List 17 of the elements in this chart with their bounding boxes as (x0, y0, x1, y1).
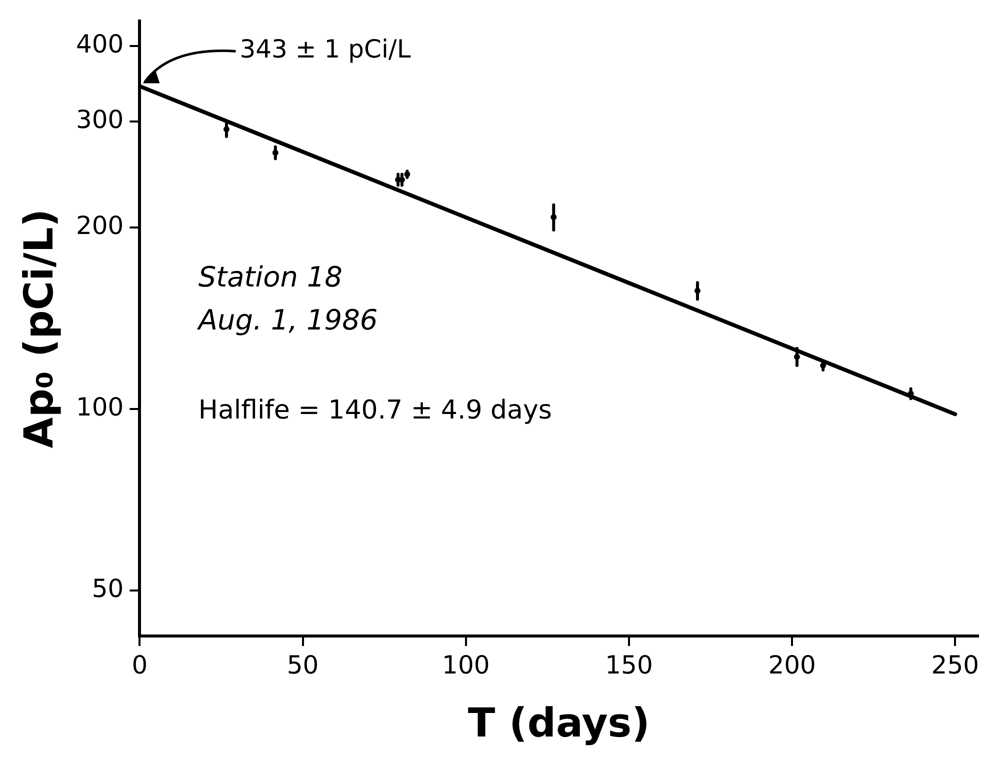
y-axis-title: Ap₀ (pCi/L) (16, 208, 62, 448)
annotation: Station 18 (198, 260, 342, 294)
y-tick-label: 50 (92, 574, 124, 603)
y-tick-label: 400 (76, 29, 124, 58)
annotation: Halflife = 140.7 ± 4.9 days (198, 395, 552, 426)
y-tick-label: 300 (76, 104, 124, 134)
x-tick-label: 50 (286, 650, 319, 680)
x-tick-label: 100 (442, 650, 490, 680)
y-tick-label: 200 (76, 210, 124, 240)
x-tick-label: 0 (132, 650, 148, 680)
x-tick-label: 200 (768, 650, 816, 680)
y-tick-label: 100 (76, 392, 124, 422)
x-tick-label: 250 (931, 650, 980, 680)
annotation: Aug. 1, 1986 (196, 304, 378, 337)
x-axis-title: T (days) (468, 700, 650, 746)
x-tick-label: 150 (605, 650, 653, 680)
annotation: 343 ± 1 pCi/L (240, 34, 411, 64)
